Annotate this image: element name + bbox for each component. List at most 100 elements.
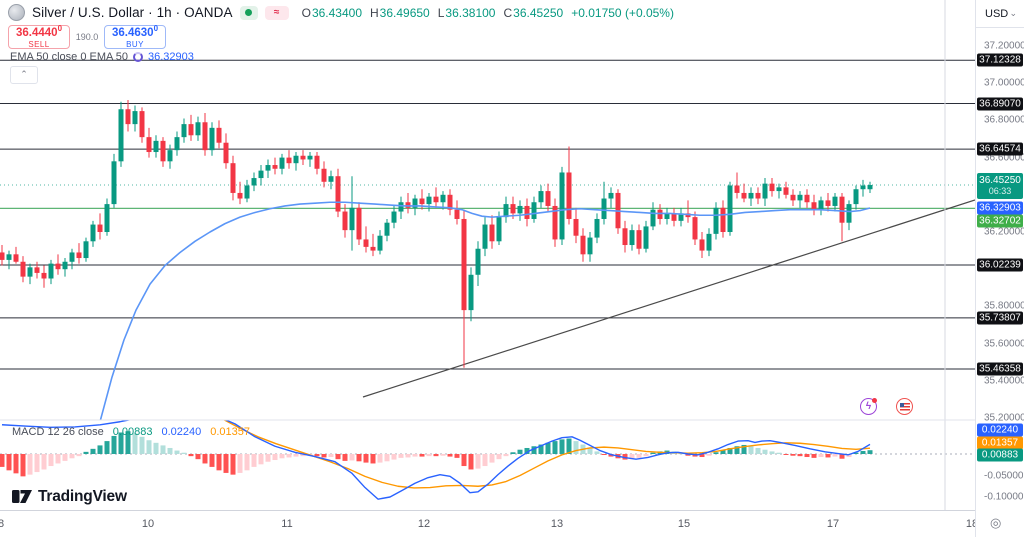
candle <box>664 213 670 219</box>
macd-histogram-bar <box>454 454 460 458</box>
ema-legend-value: 36.32903 <box>148 51 194 63</box>
candle <box>167 150 173 162</box>
candle <box>69 252 75 262</box>
macd-legend-text: MACD 12 26 close <box>12 426 104 438</box>
macd-line-value: 0.02240 <box>161 426 202 438</box>
price-axis-label: 35.60000 <box>984 338 1024 350</box>
macd-signal-value: 0.01357 <box>210 426 251 438</box>
macd-histogram-bar <box>762 449 768 454</box>
economic-event-lightning-icon[interactable]: ϟ <box>860 398 877 415</box>
macd-histogram-bar <box>433 454 439 457</box>
market-open-indicator[interactable] <box>239 5 258 20</box>
macd-histogram-bar <box>34 454 40 473</box>
macd-histogram-bar <box>622 454 628 460</box>
candle <box>853 189 859 205</box>
price-axis-label: 35.20000 <box>984 412 1024 424</box>
macd-histogram-bar <box>769 451 775 454</box>
macd-histogram-bar <box>41 454 47 470</box>
currency-dropdown[interactable]: USD ⌄ <box>976 0 1024 28</box>
macd-histogram-bar <box>384 454 390 462</box>
macd-histogram-bar <box>370 454 376 464</box>
candle <box>846 204 852 223</box>
macd-indicator-legend[interactable]: MACD 12 26 close 0.00883 0.02240 0.01357 <box>12 426 250 438</box>
candle <box>27 267 33 277</box>
sell-button[interactable]: 36.44400 SELL <box>8 25 70 49</box>
candle <box>83 241 89 259</box>
macd-histogram-bar <box>832 454 838 457</box>
macd-histogram-bar <box>440 454 446 456</box>
macd-histogram-bar <box>741 444 747 454</box>
macd-histogram-bar <box>860 450 866 454</box>
candle <box>370 246 376 251</box>
candle <box>223 142 229 164</box>
macd-histogram-bar <box>699 454 705 458</box>
macd-histogram-bar <box>412 454 418 457</box>
tradingview-logo[interactable]: TradingView <box>12 486 127 507</box>
change-readout: +0.01750 (+0.05%) <box>571 5 674 20</box>
candle <box>790 194 796 201</box>
macd-histogram-bar <box>559 439 565 454</box>
candle <box>867 185 873 190</box>
candle <box>384 222 390 236</box>
macd-histogram-bar <box>391 454 397 460</box>
candle <box>797 194 803 201</box>
ohlc-readout: O36.43400 H36.49650 L36.38100 C36.45250 … <box>301 5 674 20</box>
candle <box>573 218 579 236</box>
symbol-title[interactable]: Silver / U.S. Dollar · 1h · OANDA <box>32 5 233 20</box>
macd-line <box>1 420 871 500</box>
price-scale[interactable]: USD ⌄ 37.20000 37.00000 36.80000 36.60000 36… <box>975 0 1024 537</box>
price-chart-canvas[interactable] <box>0 0 975 510</box>
macd-histogram-bar <box>118 432 124 454</box>
candle <box>125 109 131 125</box>
candle <box>279 157 285 169</box>
macd-histogram-bar <box>6 454 12 471</box>
macd-histogram-bar <box>510 452 516 454</box>
candle <box>524 205 530 219</box>
candle <box>594 218 600 238</box>
macd-histogram-bar <box>335 454 341 460</box>
candle <box>335 176 341 212</box>
collapse-legend-button[interactable]: ⌃ <box>10 66 38 84</box>
level-price-badge: 36.64574 <box>977 142 1023 156</box>
candle <box>76 252 82 259</box>
price-pane <box>0 59 975 420</box>
ideas-wave-icon[interactable]: ≈ <box>264 5 289 20</box>
macd-histogram-bar <box>482 454 488 467</box>
time-scale[interactable]: 8 10 11 12 13 15 17 18 <box>0 510 1024 537</box>
candle <box>839 196 845 223</box>
candle <box>20 261 26 277</box>
candle <box>643 226 649 249</box>
candle <box>412 198 418 208</box>
candle <box>566 172 572 219</box>
candle <box>559 172 565 240</box>
trade-panel: 36.44400 SELL 190.0 36.46300 BUY <box>8 25 166 49</box>
candle <box>265 165 271 171</box>
scale-target-icon[interactable]: ◎ <box>990 515 1002 530</box>
us-flag-event-icon[interactable] <box>896 398 913 415</box>
macd-histogram-bar <box>734 446 740 454</box>
candle <box>804 194 810 203</box>
macd-histogram-bar <box>132 433 138 454</box>
candle <box>160 140 166 162</box>
spread-value: 190.0 <box>75 32 99 42</box>
candle <box>230 163 236 193</box>
candle <box>202 122 208 151</box>
macd-histogram-bar <box>405 454 411 458</box>
time-axis-label: 11 <box>281 518 293 530</box>
candle <box>748 192 754 199</box>
candle <box>314 155 320 169</box>
ema50-line <box>99 201 871 420</box>
ema-indicator-legend[interactable]: EMA 50 close 0 EMA 50 36.32903 <box>10 51 194 63</box>
macd-histogram-bar <box>69 454 75 459</box>
candle <box>356 207 362 240</box>
macd-histogram-bar <box>258 454 264 465</box>
macd-histogram-bar <box>531 446 537 454</box>
candle <box>251 178 257 186</box>
macd-histogram-bar <box>818 454 824 458</box>
price-axis-label: 37.20000 <box>984 40 1024 52</box>
candle <box>734 185 740 193</box>
macd-histogram-bar <box>496 454 502 460</box>
candle <box>818 200 824 210</box>
macd-histogram-bar <box>314 454 320 457</box>
buy-button[interactable]: 36.46300 BUY <box>104 25 166 49</box>
